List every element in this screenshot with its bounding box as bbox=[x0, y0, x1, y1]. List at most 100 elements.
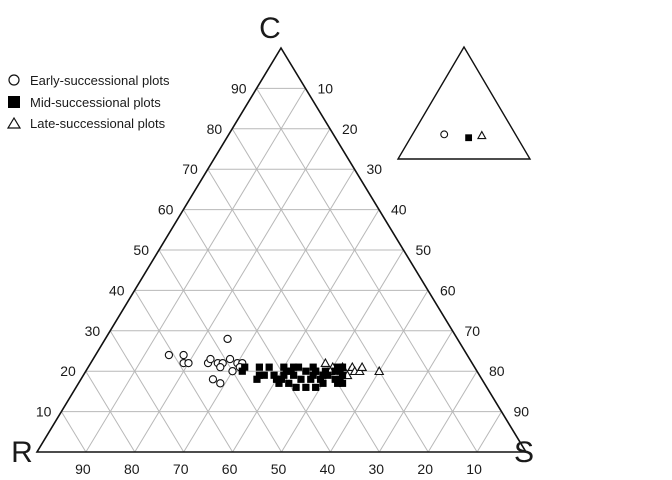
point-mid bbox=[292, 383, 300, 391]
point-mid bbox=[280, 371, 288, 379]
tick-label-left: 50 bbox=[133, 242, 149, 258]
point-late bbox=[374, 365, 385, 376]
tick-label-right: 30 bbox=[367, 161, 383, 177]
point-mid bbox=[282, 367, 290, 375]
point-late bbox=[476, 130, 487, 140]
point-early bbox=[216, 363, 225, 372]
point-mid bbox=[334, 363, 342, 371]
tick-label-right: 60 bbox=[440, 282, 456, 298]
point-mid bbox=[275, 379, 283, 387]
tick-label-right: 70 bbox=[465, 323, 481, 339]
tick-label-bottom: 80 bbox=[124, 461, 140, 477]
tick-label-left: 40 bbox=[109, 282, 125, 298]
corner-label-c: C bbox=[259, 12, 281, 45]
point-mid bbox=[324, 371, 332, 379]
legend-marker-triangle-icon bbox=[6, 116, 22, 129]
legend-label-early: Early-successional plots bbox=[30, 73, 170, 88]
tick-label-right: 20 bbox=[342, 121, 358, 137]
point-late bbox=[320, 357, 331, 367]
point-early bbox=[206, 354, 215, 364]
tick-label-bottom: 10 bbox=[466, 461, 482, 477]
point-mid bbox=[255, 371, 263, 379]
point-mid bbox=[241, 363, 249, 371]
point-mid bbox=[302, 367, 310, 375]
corner-label-s: S bbox=[514, 436, 534, 469]
tick-label-right: 50 bbox=[416, 242, 432, 258]
point-late bbox=[357, 361, 368, 372]
grid-lines bbox=[60, 87, 502, 453]
point-mid bbox=[253, 375, 261, 383]
tick-label-bottom: 30 bbox=[369, 461, 385, 477]
point-mid bbox=[260, 371, 268, 379]
tick-label-bottom: 20 bbox=[417, 461, 433, 477]
point-early bbox=[208, 375, 218, 384]
point-mid bbox=[294, 363, 303, 371]
grid-line bbox=[427, 370, 478, 453]
point-mid bbox=[307, 375, 315, 383]
point-mid bbox=[316, 375, 325, 383]
grid-line bbox=[158, 249, 282, 453]
grid-line bbox=[60, 411, 87, 453]
point-early bbox=[228, 367, 237, 376]
point-early bbox=[216, 379, 225, 388]
tick-label-left: 80 bbox=[207, 121, 223, 137]
tick-label-bottom: 60 bbox=[222, 461, 238, 477]
point-mid bbox=[336, 375, 344, 383]
point-mid bbox=[312, 367, 320, 375]
tick-label-left: 90 bbox=[231, 80, 247, 96]
point-mid bbox=[331, 375, 339, 383]
point-mid bbox=[309, 363, 317, 371]
tick-label-bottom: 90 bbox=[75, 461, 91, 477]
grid-line bbox=[256, 88, 478, 453]
grid-line bbox=[183, 168, 355, 453]
point-mid bbox=[277, 375, 286, 383]
legend-marker-circle-icon bbox=[8, 74, 20, 86]
point-mid bbox=[338, 379, 347, 387]
point-mid bbox=[331, 367, 339, 375]
tick-label-left: 70 bbox=[182, 161, 198, 177]
legend-item-mid: Mid-successional plots bbox=[8, 95, 161, 110]
grid-line bbox=[476, 411, 502, 453]
legend-label-mid: Mid-successional plots bbox=[30, 95, 161, 110]
point-mid bbox=[285, 379, 293, 387]
point-mid bbox=[336, 367, 344, 375]
point-mid bbox=[465, 134, 473, 142]
legend-marker-square-icon bbox=[8, 96, 20, 108]
point-mid bbox=[334, 379, 342, 387]
corner-label-r: R bbox=[11, 436, 33, 469]
tick-label-right: 10 bbox=[318, 80, 334, 96]
point-mid bbox=[338, 371, 347, 379]
tick-label-bottom: 70 bbox=[173, 461, 189, 477]
point-mid bbox=[290, 363, 298, 371]
tick-label-bottom: 50 bbox=[271, 461, 287, 477]
tick-label-bottom: 40 bbox=[320, 461, 336, 477]
data-points bbox=[164, 334, 385, 391]
inset-triangle bbox=[396, 45, 532, 160]
point-mid bbox=[319, 379, 327, 387]
point-mid bbox=[287, 367, 295, 375]
tick-label-left: 60 bbox=[158, 202, 174, 218]
point-mid bbox=[302, 383, 310, 391]
grid-line bbox=[109, 330, 185, 453]
point-early bbox=[440, 130, 449, 139]
point-mid bbox=[312, 383, 320, 391]
tick-label-right: 90 bbox=[514, 404, 530, 420]
point-mid bbox=[290, 371, 298, 379]
point-mid bbox=[265, 363, 273, 371]
tick-label-left: 30 bbox=[85, 323, 101, 339]
point-early bbox=[179, 350, 188, 360]
point-early bbox=[225, 354, 235, 364]
point-mid bbox=[280, 363, 288, 371]
legend: Early-successional plots Mid-successiona… bbox=[6, 73, 170, 131]
point-early bbox=[164, 350, 174, 360]
triangle-frame bbox=[35, 46, 528, 453]
point-mid bbox=[270, 371, 278, 379]
grid-line bbox=[207, 168, 380, 453]
point-mid bbox=[297, 375, 305, 383]
point-mid bbox=[321, 367, 330, 375]
tick-labels: 90 80 70 60 50 40 30 20 10 10 20 30 40 50 60 70 80 90 90 80… bbox=[36, 80, 529, 477]
point-mid bbox=[319, 371, 327, 379]
grid-line bbox=[85, 88, 306, 453]
point-mid bbox=[338, 363, 347, 371]
